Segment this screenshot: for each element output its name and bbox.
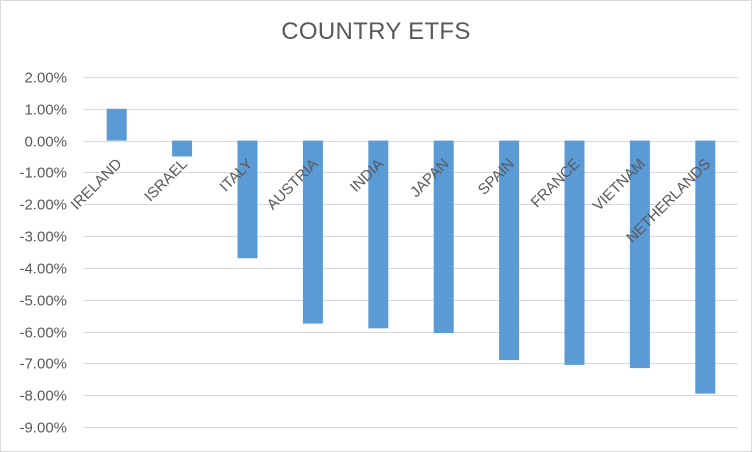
bar-france [564,140,585,365]
y-tick-label: -3.00% [19,229,67,246]
category-labels: IRELAND ISRAEL ITALY AUSTRIA INDIA JAPAN SPAIN… [68,155,715,246]
bar-spain [499,140,520,361]
y-tick-label: -1.00% [19,165,67,182]
bar-israel [172,140,193,157]
y-tick-label: -9.00% [19,420,67,437]
y-tick-label: -5.00% [19,293,67,310]
y-tick-label: -7.00% [19,356,67,373]
bar-italy [237,140,258,259]
y-tick-label: 1.00% [24,102,67,119]
y-tick-label: 2.00% [24,70,67,87]
bar-vietnam [629,140,650,369]
y-tick-label: -8.00% [19,388,67,405]
bar-japan [433,140,454,334]
bar-ireland [106,108,127,141]
chart-title: COUNTRY ETFS [281,18,471,45]
gridlines [84,77,738,428]
y-tick-label: -2.00% [19,197,67,214]
category-label-israel: ISRAEL [141,155,191,205]
bar-netherlands [695,140,716,394]
y-axis-ticks: 2.00% 1.00% 0.00% -1.00% -2.00% -3.00% -4.00% -… [19,70,67,437]
bars [106,108,716,394]
y-tick-label: -6.00% [19,325,67,342]
bar-india [368,140,389,329]
y-tick-label: 0.00% [24,134,67,151]
bar-austria [302,140,323,324]
y-tick-label: -4.00% [19,261,67,278]
